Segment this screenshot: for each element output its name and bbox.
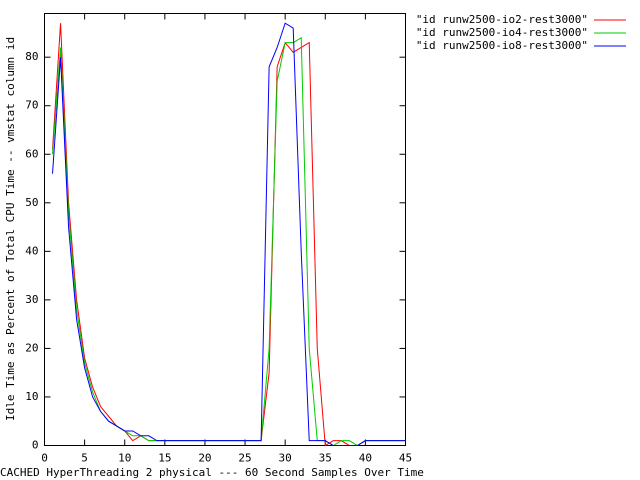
legend-label: "id runw2500-io4-rest3000": [416, 26, 588, 39]
y-tick-label: 60: [25, 147, 38, 160]
y-axis-label: Idle Time as Percent of Total CPU Time -…: [4, 37, 17, 421]
x-tick-label: 25: [238, 452, 251, 465]
legend-label: "id runw2500-io8-rest3000": [416, 39, 588, 52]
x-tick-label: 0: [41, 452, 48, 465]
y-tick-label: 40: [25, 244, 38, 257]
plot-frame: [44, 13, 406, 446]
y-tick-label: 20: [25, 341, 38, 354]
y-tick-label: 0: [32, 439, 39, 452]
x-axis-label: CACHED HyperThreading 2 physical --- 60 …: [0, 466, 424, 479]
x-tick-label: 5: [81, 452, 88, 465]
x-tick-label: 20: [198, 452, 211, 465]
x-tick-label: 10: [118, 452, 131, 465]
x-tick-label: 15: [158, 452, 171, 465]
x-tick-label: 30: [279, 452, 292, 465]
y-tick-label: 10: [25, 390, 38, 403]
y-tick-label: 80: [25, 50, 38, 63]
legend-label: "id runw2500-io2-rest3000": [416, 13, 588, 26]
x-tick-label: 40: [359, 452, 372, 465]
x-tick-label: 35: [319, 452, 332, 465]
y-tick-label: 30: [25, 293, 38, 306]
series-line: [52, 22, 406, 446]
y-tick-label: 50: [25, 196, 38, 209]
y-tick-label: 70: [25, 99, 38, 112]
x-tick-label: 45: [399, 452, 412, 465]
